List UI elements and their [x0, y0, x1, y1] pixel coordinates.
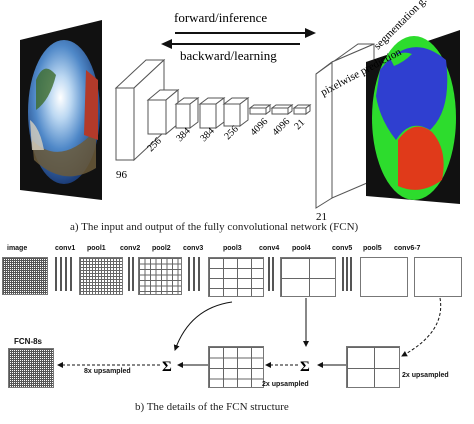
label-pool5: pool5 [363, 245, 382, 252]
fcn8s-output-grid [8, 348, 54, 388]
output-num-21: 21 [316, 211, 327, 223]
label-conv5: conv5 [332, 245, 353, 252]
forward-arrow [175, 28, 316, 38]
conv3-bar-2 [193, 257, 195, 291]
conv1-bar-4 [70, 257, 72, 291]
pool5-grid [360, 257, 408, 297]
forward-label: forward/inference [174, 10, 267, 25]
backward-label: backward/learning [180, 48, 277, 63]
pool3-grid [208, 257, 264, 297]
pool3-to-sum-arrow [173, 301, 233, 351]
label-pool1: pool1 [87, 245, 106, 252]
label-conv2: conv2 [120, 245, 141, 252]
layer-num-4096a: 4096 [248, 116, 270, 138]
label-conv3: conv3 [183, 245, 204, 252]
layer-num-4096b: 4096 [270, 116, 292, 138]
conv3-bar-1 [188, 257, 190, 291]
conv5-bar-1 [342, 257, 344, 291]
label-pool3: pool3 [223, 245, 242, 252]
conv3-bar-3 [198, 257, 200, 291]
conv1-bar-3 [65, 257, 67, 291]
conv6-7-grid [414, 257, 462, 297]
pool1-grid [79, 257, 123, 295]
image-grid [2, 257, 48, 295]
layer-num-21: 21 [292, 117, 307, 132]
label-image: image [7, 245, 28, 252]
label-conv1: conv1 [55, 245, 76, 252]
label-2x-upsampled-b: 2x upsampled [402, 372, 449, 379]
layer-num-96: 96 [116, 169, 128, 181]
upsampled-pool4-grid [346, 346, 400, 388]
caption-b: b) The details of the FCN structure [135, 401, 289, 413]
conv4-bar-2 [272, 257, 274, 291]
conv5-bar-3 [350, 257, 352, 291]
fcn-overview-diagram: forward/inference backward/learning pixe… [20, 0, 460, 223]
conv5-bar-2 [346, 257, 348, 291]
label-8x-upsampled: 8x upsampled [84, 368, 131, 375]
conv2-bar-2 [132, 257, 134, 291]
sum-symbol-1: Σ [162, 359, 172, 375]
caption-a: a) The input and output of the fully con… [70, 221, 359, 233]
upsampled-pool3-grid [208, 346, 264, 388]
conv1-bar-2 [60, 257, 62, 291]
conv67-upsample-arrow [401, 297, 442, 357]
label-conv4: conv4 [259, 245, 280, 252]
pool4-grid [280, 257, 336, 297]
layer-blocks [114, 43, 375, 209]
label-2x-upsampled-a: 2x upsampled [262, 381, 309, 388]
backward-arrow [161, 39, 300, 49]
label-pool4: pool4 [292, 245, 311, 252]
conv4-bar-1 [268, 257, 270, 291]
input-fisheye-image [20, 20, 102, 200]
segmentation-output-image [366, 30, 460, 204]
sum-symbol-2: Σ [300, 359, 310, 375]
label-conv6-7: conv6-7 [394, 245, 421, 252]
label-pool2: pool2 [152, 245, 171, 252]
conv2-bar-1 [128, 257, 130, 291]
pool2-grid [138, 257, 182, 295]
fcn8s-label: FCN-8s [14, 337, 43, 346]
conv1-bar-1 [55, 257, 57, 291]
upsampling-flow-diagram: Σ Σ [57, 297, 442, 375]
